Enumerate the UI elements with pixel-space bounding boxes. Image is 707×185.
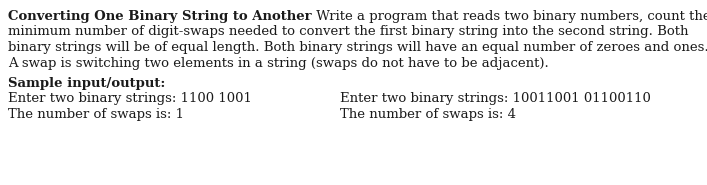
Text: The number of swaps is: 4: The number of swaps is: 4	[340, 108, 516, 121]
Text: The number of swaps is: 1: The number of swaps is: 1	[8, 108, 184, 121]
Text: Enter two binary strings: 1100 1001: Enter two binary strings: 1100 1001	[8, 92, 252, 105]
Text: A swap is switching two elements in a string (swaps do not have to be adjacent).: A swap is switching two elements in a st…	[8, 56, 549, 70]
Text: Write a program that reads two binary numbers, count the: Write a program that reads two binary nu…	[312, 10, 707, 23]
Text: Sample input/output:: Sample input/output:	[8, 77, 165, 90]
Text: Converting One Binary String to Another: Converting One Binary String to Another	[8, 10, 312, 23]
Text: binary strings will be of equal length. Both binary strings will have an equal n: binary strings will be of equal length. …	[8, 41, 707, 54]
Text: minimum number of digit-swaps needed to convert the first binary string into the: minimum number of digit-swaps needed to …	[8, 26, 689, 38]
Text: Enter two binary strings: 10011001 01100110: Enter two binary strings: 10011001 01100…	[340, 92, 651, 105]
